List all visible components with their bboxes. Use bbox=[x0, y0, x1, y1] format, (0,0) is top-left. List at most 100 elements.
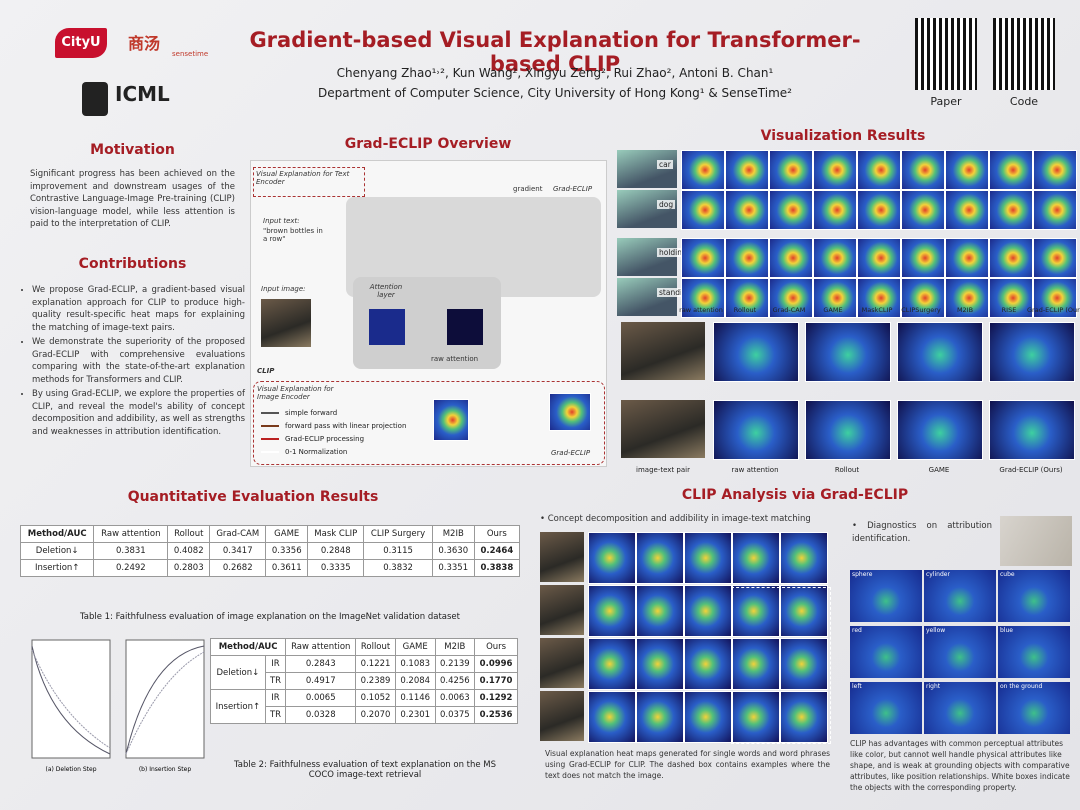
heatmap bbox=[769, 190, 813, 230]
cell: 0.3838 bbox=[473, 559, 521, 577]
heatmap bbox=[924, 570, 996, 622]
heatmap bbox=[945, 150, 989, 190]
heatmap bbox=[989, 238, 1033, 278]
photo bbox=[617, 150, 677, 188]
heatmap bbox=[732, 585, 780, 637]
heatmap bbox=[1033, 278, 1077, 318]
bullet-item: We demonstrate the superiority of the pr… bbox=[32, 336, 245, 386]
heatmap bbox=[725, 278, 769, 318]
group-cell: Deletion↓ bbox=[210, 655, 266, 690]
table-row: TR 0.0328 0.2070 0.2301 0.0375 0.2536 bbox=[211, 706, 518, 724]
table-row: Deletion↓ IR 0.2843 0.1221 0.1083 0.2139 0.099… bbox=[210, 655, 518, 690]
heatmap bbox=[681, 278, 725, 318]
figure: sphere cylinder cube red yellow blue left right… bbox=[850, 570, 1072, 736]
heatmap bbox=[857, 278, 901, 318]
table-header: Method/AUC Raw attention Rollout GAME M2IB Ou… bbox=[209, 638, 518, 656]
heatmap bbox=[897, 400, 983, 460]
photo bbox=[621, 400, 705, 458]
diagram-label: gradient bbox=[513, 185, 543, 193]
heatmap bbox=[813, 278, 857, 318]
method-label: CLIPSurgery bbox=[901, 306, 941, 314]
section-heading: Grad-ECLIP Overview bbox=[344, 136, 512, 152]
logo: ICML bbox=[115, 82, 170, 106]
caption: Table 2: Faithfulness evaluation of text… bbox=[233, 760, 497, 780]
heatmap bbox=[780, 585, 828, 637]
header-cell: Ours bbox=[473, 525, 521, 543]
cell: 0.2084 bbox=[394, 672, 436, 690]
tile-label: cylinder bbox=[926, 571, 950, 578]
heatmap bbox=[769, 238, 813, 278]
legend-label: 0-1 Normalization bbox=[285, 448, 348, 456]
caption: Table 1: Faithfulness evaluation of imag… bbox=[80, 612, 460, 622]
image-encoder-box bbox=[253, 381, 605, 465]
header-cell: Raw attention bbox=[285, 638, 357, 656]
legend-label: simple forward bbox=[285, 409, 338, 417]
heatmap bbox=[636, 638, 684, 690]
cell: Deletion↓ bbox=[19, 542, 95, 560]
section-heading: CLIP Analysis via Grad-ECLIP bbox=[681, 487, 909, 503]
cell: 0.4082 bbox=[167, 542, 211, 560]
heatmap bbox=[681, 238, 725, 278]
method-label: raw attention bbox=[679, 306, 723, 314]
heatmap bbox=[549, 393, 591, 431]
heatmap bbox=[769, 150, 813, 190]
row-label: dog bbox=[657, 200, 676, 209]
legend-swatch bbox=[261, 438, 279, 440]
plot-label: (a) Deletion Step bbox=[46, 766, 97, 773]
diagram-label: "brown bottles in a row" bbox=[263, 227, 323, 243]
heatmap bbox=[725, 190, 769, 230]
table-row: Insertion↑ IR 0.0065 0.1052 0.1146 0.0063 0.12… bbox=[210, 689, 518, 724]
heatmap bbox=[924, 682, 996, 734]
heatmap bbox=[1033, 150, 1077, 190]
heatmap bbox=[857, 190, 901, 230]
cell: 0.2843 bbox=[285, 655, 357, 673]
photo bbox=[621, 322, 705, 380]
logo: sensetime bbox=[172, 50, 209, 58]
heatmap bbox=[636, 585, 684, 637]
photo bbox=[540, 691, 584, 741]
cell: 0.2848 bbox=[307, 542, 365, 560]
heatmap bbox=[684, 691, 732, 743]
cell: 0.1083 bbox=[394, 655, 436, 673]
cell: 0.0328 bbox=[285, 706, 357, 724]
cell: 0.3351 bbox=[431, 559, 475, 577]
heatmap bbox=[945, 238, 989, 278]
cell: 0.2803 bbox=[167, 559, 211, 577]
tile-label: cube bbox=[1000, 571, 1015, 578]
authors: Chenyang Zhao¹˒², Kun Wang², Xingyu Zeng… bbox=[336, 66, 774, 80]
header-cell: Raw attention bbox=[93, 525, 169, 543]
tile-label: yellow bbox=[926, 627, 946, 634]
method-label: Grad-CAM bbox=[772, 306, 806, 314]
header-cell: Mask CLIP bbox=[307, 525, 365, 543]
input-image bbox=[261, 299, 311, 347]
method-label: RISE bbox=[1001, 306, 1017, 314]
heatmap bbox=[989, 400, 1075, 460]
sub-cell: IR bbox=[264, 655, 287, 673]
section-heading: Contributions bbox=[78, 256, 187, 272]
bullet-item: By using Grad-ECLIP, we explore the prop… bbox=[32, 388, 245, 438]
diagram: Visual Explanation for Text Encoder Inpu… bbox=[250, 160, 607, 467]
cell: 0.2139 bbox=[434, 655, 476, 673]
qr-label: Paper bbox=[930, 95, 962, 108]
sub-cell: TR bbox=[264, 706, 287, 724]
cell: 0.2389 bbox=[355, 672, 396, 690]
section-heading: Motivation bbox=[90, 142, 175, 158]
heatmap bbox=[732, 638, 780, 690]
heatmap bbox=[998, 570, 1070, 622]
diagram-label: Grad-ECLIP bbox=[553, 185, 593, 193]
heatmap bbox=[989, 150, 1033, 190]
header-cell: GAME bbox=[394, 638, 436, 656]
cell: 0.3831 bbox=[93, 542, 169, 560]
cell: 0.3832 bbox=[363, 559, 433, 577]
tile-label: sphere bbox=[852, 571, 873, 578]
method-label: Grad-ECLIP (Ours) bbox=[1027, 306, 1080, 314]
column-label: raw attention bbox=[731, 466, 779, 474]
cell: 0.2070 bbox=[355, 706, 396, 724]
cell: 0.1292 bbox=[474, 689, 518, 707]
method-label: GAME bbox=[823, 306, 843, 314]
legend: simple forward forward pass with linear p… bbox=[261, 409, 406, 461]
heatmap bbox=[998, 626, 1070, 678]
heatmap bbox=[713, 400, 799, 460]
bullet: • Diagnostics on attribution identificat… bbox=[852, 521, 992, 544]
